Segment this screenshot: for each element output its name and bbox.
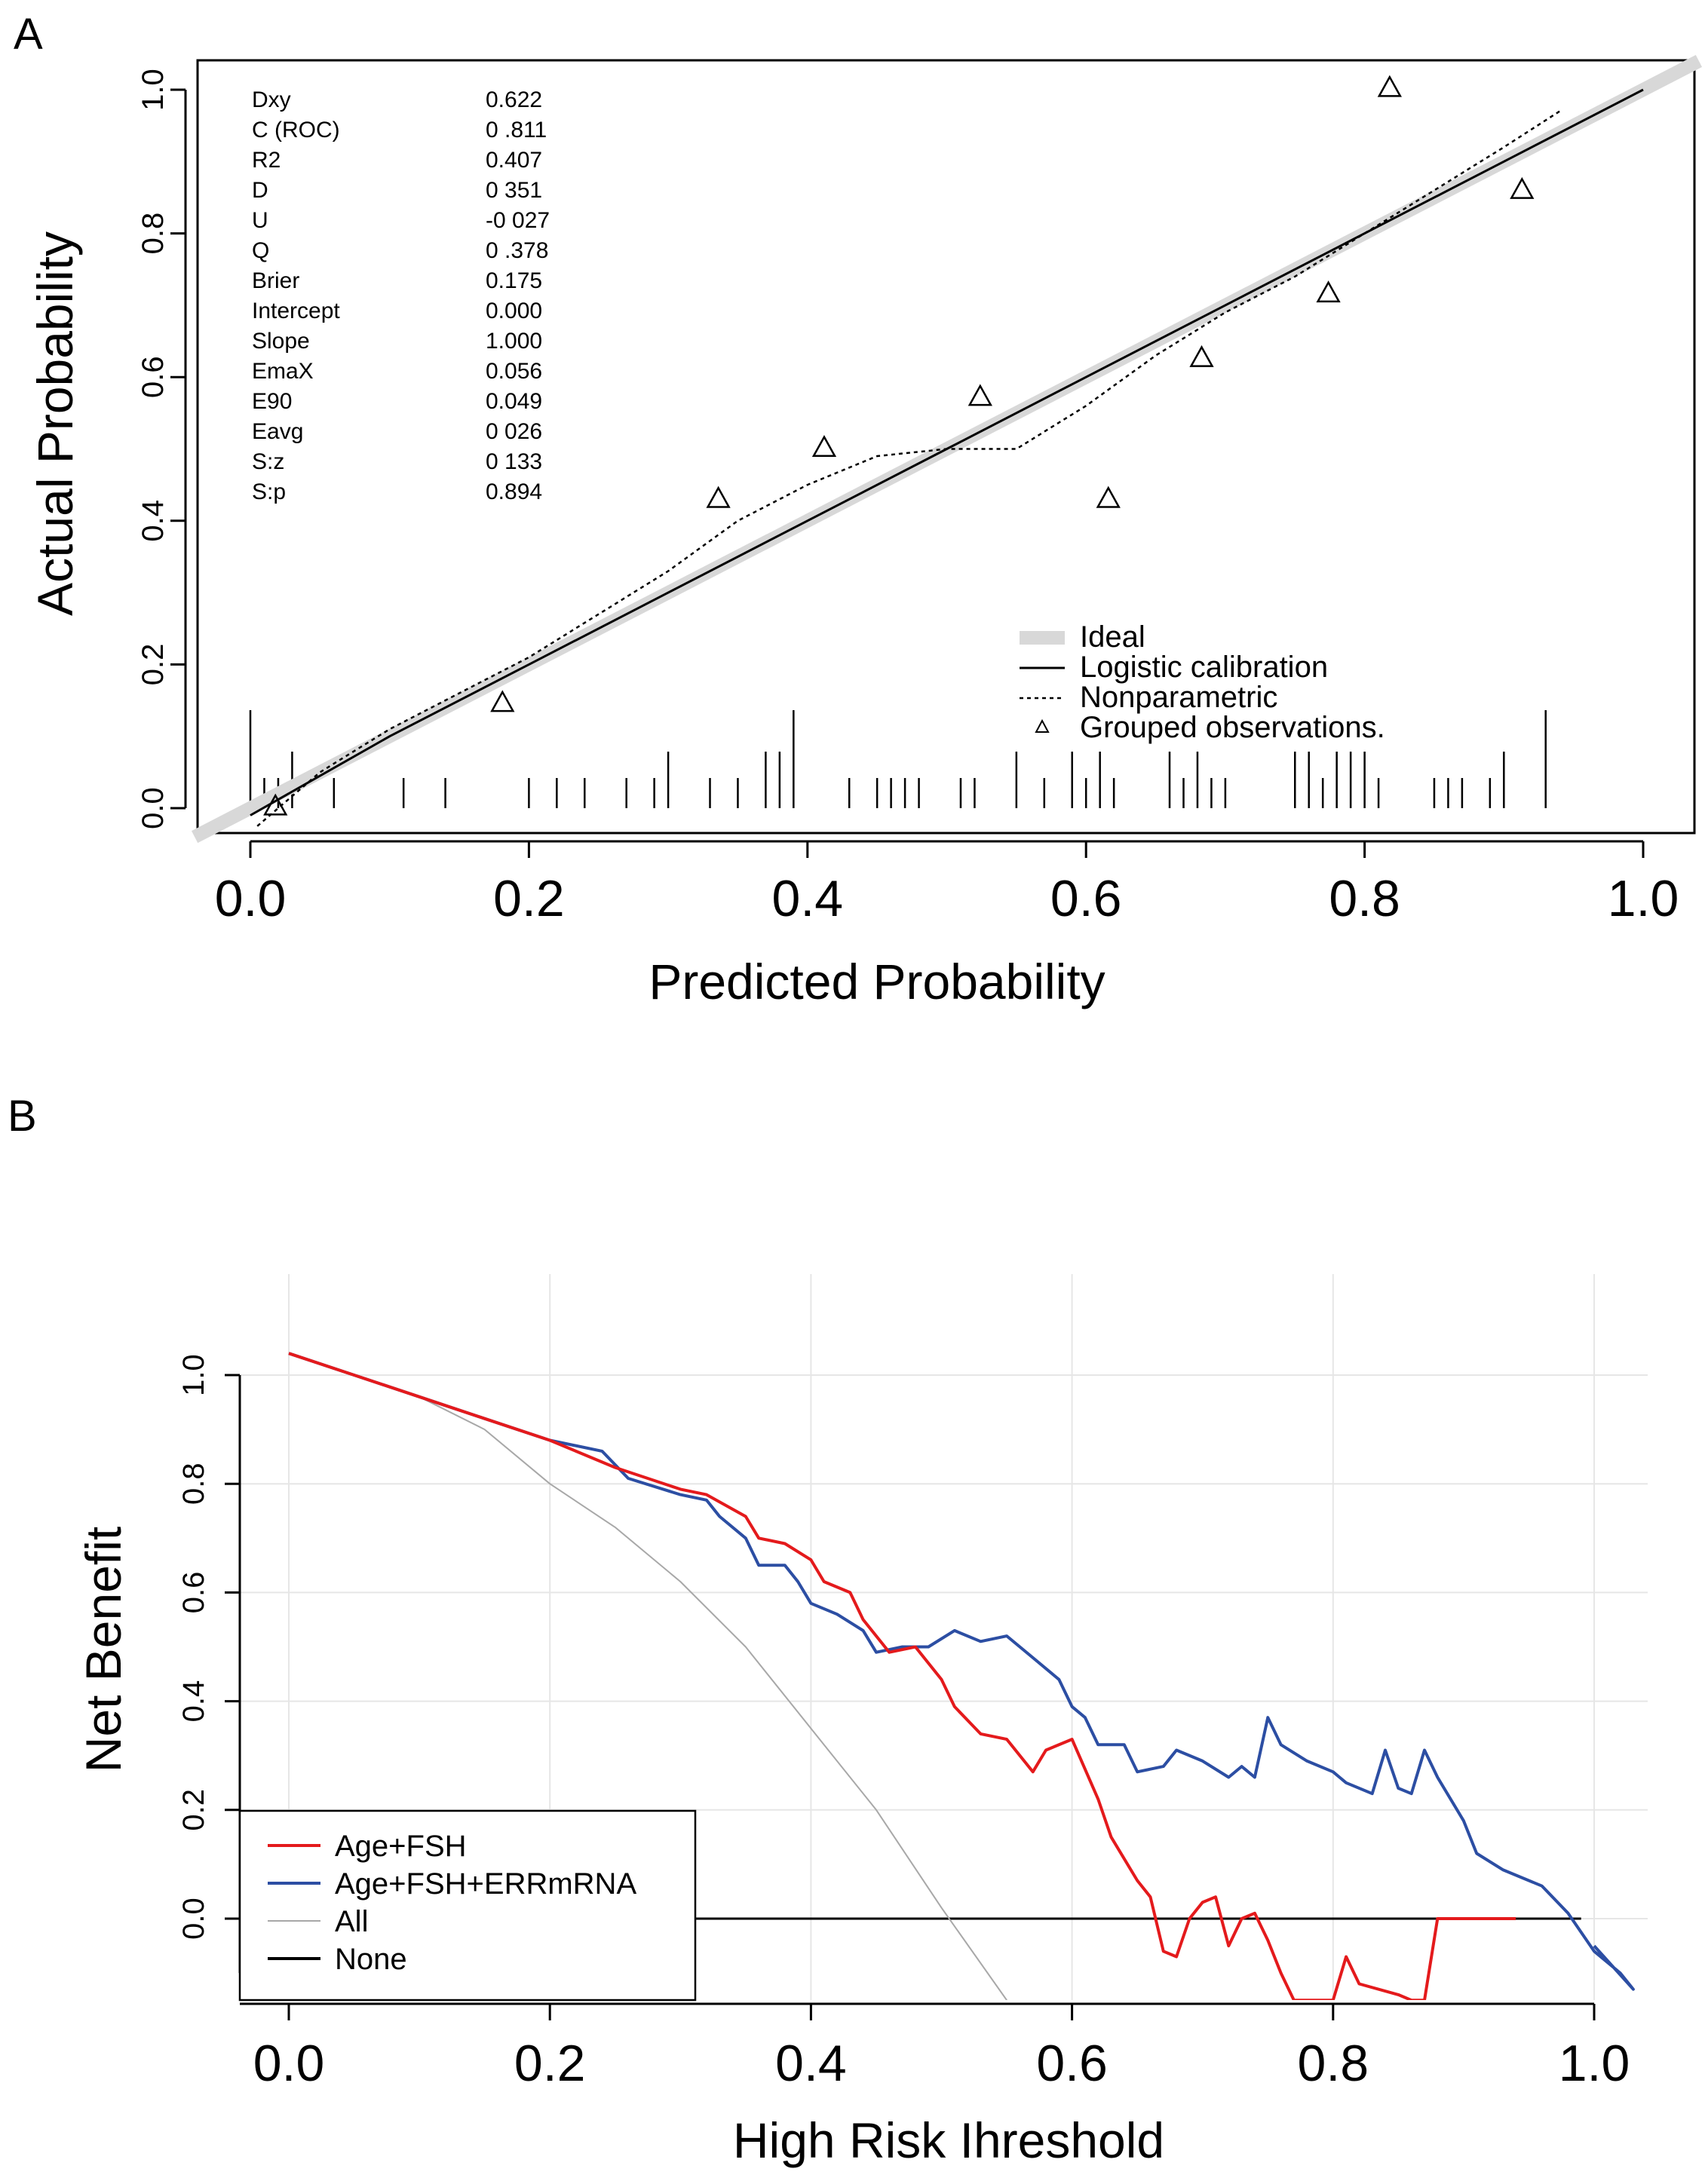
calibration-lines-a <box>191 54 1703 844</box>
y-tick-label-b: 0.6 <box>177 1572 210 1614</box>
x-tick-label-b: 0.2 <box>514 2035 586 2092</box>
y-tick-label-b: 0.2 <box>177 1789 210 1831</box>
stat-name: S:p <box>252 479 286 504</box>
stat-value: 0.894 <box>486 479 542 504</box>
stat-value: 0.056 <box>486 359 542 384</box>
stat-value: -0 027 <box>486 208 550 233</box>
x-axis-label-a: Predicted Probability <box>649 954 1105 1009</box>
y-tick-label-a: 0.8 <box>136 213 170 255</box>
grouped-observation-marker <box>1096 486 1121 508</box>
panel-label-a: A <box>14 10 43 59</box>
y-tick-label-b: 0.4 <box>177 1680 210 1723</box>
y-axis-label-a: Actual Probability <box>27 231 83 616</box>
stat-value: 0 133 <box>486 449 542 474</box>
stat-name: E90 <box>252 389 292 414</box>
x-tick-label-b: 1.0 <box>1559 2035 1630 2092</box>
x-axis-a: 0.0 0.2 0.4 0.6 0.8 1.0 <box>215 840 1679 927</box>
stat-value: 0.175 <box>486 268 542 293</box>
x-tick-label-a: 0.2 <box>493 870 565 927</box>
stat-value: 0 351 <box>486 178 542 203</box>
stat-name: U <box>252 208 268 233</box>
y-tick-label-a: 0.0 <box>136 787 170 829</box>
stat-value: 0.000 <box>486 299 542 323</box>
x-tick-label-a: 0.0 <box>215 870 287 927</box>
x-tick-label-a: 0.4 <box>772 870 844 927</box>
stat-name: C (ROC) <box>252 118 340 142</box>
stat-name: Dxy <box>252 87 291 112</box>
grouped-observation-marker <box>811 435 837 458</box>
stat-name: EmaX <box>252 359 314 384</box>
stat-name: Q <box>252 238 269 263</box>
legend-label-b: Age+FSH <box>335 1830 467 1863</box>
stat-value: 1.000 <box>486 329 542 354</box>
stat-name: Brier <box>252 268 299 293</box>
x-tick-label-b: 0.6 <box>1036 2035 1108 2092</box>
legend-label-b: All <box>335 1905 368 1938</box>
legend-label-a: Nonparametric <box>1080 681 1277 714</box>
legend-triangle-swatch <box>1035 718 1050 733</box>
grouped-observation-marker <box>1316 280 1341 303</box>
stat-value: 0 026 <box>486 419 542 444</box>
stats-table-a: Dxy 0.622 C (ROC) 0 .811 R2 0.407 D 0 351 U -0 02… <box>252 87 550 504</box>
grouped-observation-marker <box>1189 345 1214 367</box>
legend-label-b: Age+FSH+ERRmRNA <box>335 1867 636 1901</box>
legend-box-b <box>238 1809 697 2002</box>
stat-name: Eavg <box>252 419 303 444</box>
legend-b: Age+FSH Age+FSH+ERRmRNA All None <box>238 1809 697 2002</box>
x-tick-label-a: 1.0 <box>1608 870 1679 927</box>
series-age-fsh-errmrna <box>288 1352 1635 1991</box>
panel-label-b: B <box>8 1092 37 1141</box>
x-tick-label-b: 0.4 <box>775 2035 847 2092</box>
panel-a-calibration-plot: A 0.0 0.2 0.4 0.6 0.8 1.0 0.00.20.40.60.81.0 … <box>14 10 1703 1009</box>
x-axis-label-b: High Risk Ihreshold <box>733 2112 1164 2168</box>
stat-name: S:z <box>252 449 284 474</box>
stat-value: 0.049 <box>486 389 542 414</box>
y-tick-label-b: 0.8 <box>177 1463 210 1505</box>
y-axis-label-b: Net Benefit <box>75 1527 131 1773</box>
y-axis-b: 0.0 0.2 0.4 0.6 0.8 1.0 <box>177 1354 241 1974</box>
stat-name: R2 <box>252 148 281 173</box>
stat-value: 0.407 <box>486 148 542 173</box>
grouped-observation-marker <box>967 384 992 406</box>
legend-label-a: Ideal <box>1080 620 1145 654</box>
panel-b-decision-curve: B 0.0 0.2 0.4 0.6 0.8 1.0 0.00.20.40.60.81.0 … <box>8 1092 1648 2168</box>
series-age-fsh <box>288 1352 1516 2000</box>
stat-name: Slope <box>252 329 310 354</box>
x-axis-b: 0.0 0.2 0.4 0.6 0.8 1.0 <box>240 2002 1630 2092</box>
stat-value: 0 .378 <box>486 238 548 263</box>
y-tick-label-a: 0.6 <box>136 356 170 398</box>
y-tick-label-a: 0.2 <box>136 644 170 686</box>
x-tick-label-b: 0.8 <box>1298 2035 1369 2092</box>
rug-ticks-a <box>249 710 1547 808</box>
grouped-observation-marker <box>706 486 731 508</box>
stat-name: D <box>252 178 268 203</box>
grouped-observation-marker <box>263 793 288 816</box>
legend-label-a: Grouped observations. <box>1080 711 1385 744</box>
y-axis-a: 0.0 0.2 0.4 0.6 0.8 1.0 <box>136 69 187 829</box>
y-tick-label-a: 1.0 <box>136 69 170 111</box>
y-tick-label-a: 0.4 <box>136 500 170 542</box>
legend-label-a: Logistic calibration <box>1080 651 1328 684</box>
plot-frame-a <box>196 59 1696 835</box>
legend-label-b: None <box>335 1943 407 1976</box>
nonparametric-line <box>256 110 1560 827</box>
x-tick-label-b: 0.0 <box>253 2035 325 2092</box>
x-tick-label-a: 0.8 <box>1329 870 1400 927</box>
grouped-observations-a <box>263 75 1535 816</box>
y-tick-label-b: 1.0 <box>177 1354 210 1396</box>
x-tick-label-a: 0.6 <box>1050 870 1122 927</box>
stat-value: 0 .811 <box>486 118 547 142</box>
grouped-observation-marker <box>490 690 515 712</box>
y-tick-label-b: 0.0 <box>177 1898 210 1940</box>
grouped-observation-marker <box>1510 176 1535 199</box>
stat-value: 0.622 <box>486 87 542 112</box>
stat-name: Intercept <box>252 299 340 323</box>
grouped-observation-marker <box>1377 75 1402 97</box>
